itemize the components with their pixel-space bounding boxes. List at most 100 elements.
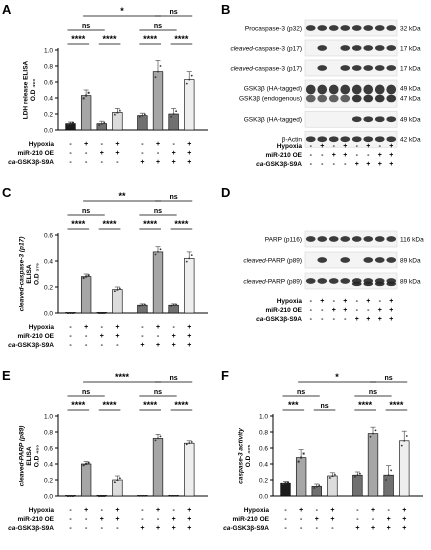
condition-sign: + (366, 298, 370, 305)
significance-label: ** (119, 191, 127, 201)
condition-sign: + (355, 525, 359, 532)
blot-band (374, 25, 385, 31)
condition-sign: + (343, 152, 347, 159)
blot-band (351, 281, 362, 287)
blot-band (340, 25, 351, 31)
condition-sign: + (115, 141, 119, 148)
blot-band (363, 25, 374, 31)
blot-band (305, 136, 316, 143)
blot-band (363, 281, 374, 287)
bar (184, 258, 195, 314)
condition-sign: - (316, 507, 319, 514)
condition-sign: + (387, 516, 391, 523)
data-point (172, 113, 175, 115)
data-point (374, 429, 377, 432)
blot-strip (304, 19, 398, 37)
condition-sign: - (387, 507, 390, 514)
condition-sign: - (300, 525, 303, 532)
y-axis-label: ELISA (26, 446, 33, 465)
condition-sign: + (343, 307, 347, 314)
data-point (82, 97, 85, 100)
significance-label: **** (71, 400, 86, 410)
data-point (170, 495, 173, 497)
condition-sign: - (101, 507, 104, 514)
bar (137, 115, 148, 131)
data-point (72, 495, 74, 497)
condition-label: miR-210 OE (266, 152, 303, 159)
significance-label: **** (103, 34, 118, 44)
condition-sign: + (389, 143, 393, 150)
condition-sign: - (157, 516, 160, 523)
data-point (154, 439, 157, 442)
data-point (372, 432, 374, 435)
blot-band (317, 278, 328, 284)
condition-sign: + (115, 516, 119, 523)
blot-row-label: cleaved-PARP (p89) (243, 258, 302, 265)
data-point (333, 473, 337, 476)
blot-band (351, 84, 362, 95)
data-point (141, 304, 144, 307)
condition-sign: + (389, 161, 393, 168)
significance-label: ns (369, 389, 377, 396)
condition-sign: + (187, 333, 191, 340)
blot-band (386, 281, 397, 287)
condition-sign: - (101, 159, 104, 166)
condition-sign: - (367, 307, 370, 314)
significance-label: ns (82, 389, 90, 396)
condition-sign: + (371, 525, 375, 532)
data-point (113, 113, 117, 116)
data-point (87, 91, 90, 94)
condition-sign: - (379, 143, 382, 150)
condition-sign: - (141, 333, 144, 340)
blot-band (363, 45, 374, 51)
condition-sign: - (101, 141, 104, 148)
condition-sign: + (378, 152, 382, 159)
significance-label: **** (115, 372, 130, 382)
bar (184, 442, 195, 497)
condition-sign: + (140, 342, 144, 349)
condition-sign: - (310, 143, 313, 150)
significance-label: ns (154, 389, 162, 396)
data-point (185, 443, 188, 446)
blot-band (351, 94, 362, 103)
panel-a: A 0.0 0.2 0.4 0.6 0.8 1.0 LDH release ELISA O.D… (0, 0, 215, 183)
y-tick-label: 0.0 (44, 494, 53, 501)
data-point (170, 304, 173, 307)
data-point (175, 110, 178, 113)
bar (80, 463, 92, 497)
data-point (390, 469, 393, 472)
condition-sign: + (187, 141, 191, 148)
data-point (358, 472, 361, 475)
y-tick-label: 0.4 (259, 462, 268, 469)
condition-sign: - (141, 516, 144, 523)
condition-sign: - (157, 333, 160, 340)
blot-band (317, 136, 328, 143)
condition-sign: + (366, 161, 370, 168)
y-tick-label: 0.6 (44, 446, 53, 453)
blot-band (328, 136, 339, 143)
y-tick-label: 0.4 (44, 96, 53, 103)
significance-label: **** (71, 34, 86, 44)
condition-sign: + (387, 525, 391, 532)
condition-sign: + (115, 324, 119, 331)
condition-sign: - (69, 150, 72, 157)
significance-label: ns (170, 9, 178, 16)
blot-band (363, 94, 374, 103)
condition-sign: - (116, 159, 119, 166)
blot-band (386, 25, 397, 31)
condition-sign: - (310, 152, 313, 159)
panel-c: C 0.0 0.2 0.4 0.6 cleaved-caspase-3 (p17) ELI… (0, 183, 215, 366)
condition-label: ca-GSK3β-S9A (256, 316, 302, 323)
data-point (143, 113, 146, 116)
data-point (143, 495, 146, 497)
condition-label: ca-GSK3β-S9A (8, 525, 54, 532)
data-point (100, 311, 103, 314)
condition-sign: + (366, 143, 370, 150)
condition-sign: - (69, 525, 72, 532)
condition-sign: - (141, 324, 144, 331)
data-point (302, 452, 305, 455)
data-point (85, 463, 88, 465)
data-point (85, 94, 88, 97)
condition-sign: + (84, 507, 88, 514)
condition-sign: - (101, 525, 104, 532)
